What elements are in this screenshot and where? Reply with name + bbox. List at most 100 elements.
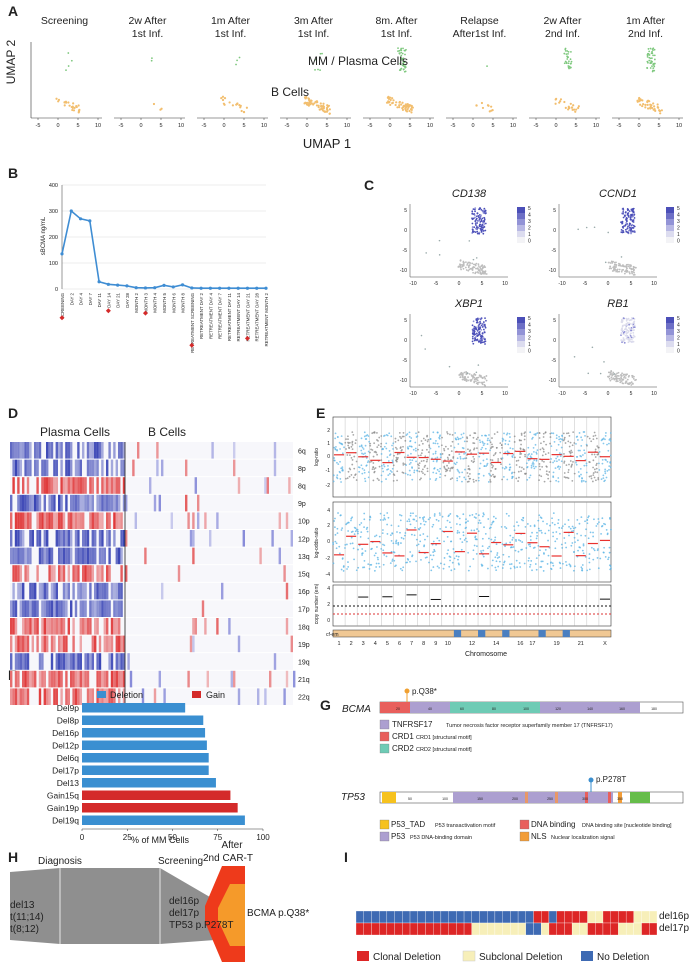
umap-tick-label: -5: [119, 123, 124, 129]
logodds-point: [368, 518, 371, 521]
logratio-point: [547, 474, 549, 476]
b-cell-point: [328, 112, 331, 115]
heatmap-plasma-cell: [60, 618, 63, 635]
logratio-point: [417, 454, 420, 457]
heatmap-plasma-cell: [31, 494, 34, 512]
feature-outlier-point: [468, 240, 471, 242]
logratio-point: [418, 464, 420, 467]
sbcma-point-8: [134, 286, 138, 290]
logratio-point: [604, 434, 607, 437]
feature-plasma-point: [475, 327, 477, 330]
feature-plasma-point: [480, 328, 483, 331]
logratio-point: [360, 449, 363, 452]
logodds-point: [389, 562, 392, 565]
fish-base-clone: [10, 868, 215, 944]
feature-b-point: [611, 378, 613, 381]
logodds-point: [481, 537, 484, 540]
feature-legend-label: 3: [677, 219, 680, 225]
logratio-point: [377, 444, 380, 447]
logodds-point: [373, 569, 376, 572]
feature-plasma-point: [620, 231, 623, 234]
b-cell-point: [77, 111, 80, 114]
feature-plasma-point: [482, 209, 485, 212]
b-cell-point: [404, 106, 407, 110]
heatmap-plasma-cell: [67, 618, 70, 635]
logratio-point: [501, 457, 504, 459]
heatmap-plasma-cell: [106, 512, 109, 529]
logratio-point: [396, 479, 398, 482]
logodds-point: [347, 530, 350, 532]
logodds-point: [578, 522, 581, 525]
feature-plasma-point: [471, 340, 474, 343]
logodds-point: [431, 558, 433, 561]
logratio-point: [518, 466, 521, 468]
logratio-point: [567, 471, 570, 474]
logodds-point: [582, 543, 585, 545]
heatmap-arm-label-8q: 8q: [298, 484, 306, 491]
heatmap-plasma-cell: [113, 688, 116, 705]
heatmap-b-cell: [237, 477, 241, 494]
heatmap-plasma-cell: [43, 670, 46, 688]
feature-plasma-point: [620, 329, 623, 331]
heatmap-plasma-cell: [70, 530, 73, 547]
logratio-point: [334, 437, 337, 440]
logodds-point: [367, 537, 370, 540]
heatmap-b-cell: [192, 530, 195, 547]
logratio-point: [360, 464, 363, 467]
heatmap-plasma-cell: [62, 653, 66, 670]
logodds-point: [409, 551, 412, 553]
heatmap-plasma-cell: [65, 442, 68, 459]
logodds-point: [504, 525, 506, 528]
feature-plasma-point: [473, 329, 476, 332]
logratio-point: [501, 446, 503, 449]
logratio-point: [541, 447, 544, 450]
logratio-point: [414, 441, 417, 444]
heatmap-plasma-cell: [101, 494, 104, 512]
logratio-point: [364, 477, 366, 480]
logodds-point: [334, 517, 336, 520]
logodds-point: [375, 566, 378, 568]
logratio-point: [552, 471, 555, 474]
logodds-point: [582, 544, 585, 547]
logodds-point: [382, 529, 384, 531]
logodds-point: [447, 515, 450, 518]
heatmap-plasma-cell: [108, 565, 111, 582]
logratio-point: [555, 449, 558, 451]
logratio-point: [417, 448, 419, 451]
feature-legend-block: [666, 323, 674, 329]
logratio-point: [558, 468, 561, 470]
chrom-label-14: 14: [493, 641, 499, 647]
logodds-point: [439, 527, 442, 530]
logratio-point: [488, 434, 490, 436]
b-cell-point: [223, 103, 226, 106]
feature-plasma-point: [472, 333, 475, 336]
timepoint-subtitle-1: 1st Inf.: [132, 28, 164, 40]
logratio-point: [433, 467, 436, 470]
sbcma-point-9: [143, 286, 148, 290]
logodds-point: [431, 525, 434, 528]
heatmap-b-cell: [278, 547, 281, 565]
plasma-cell-point: [486, 65, 488, 67]
feature-plasma-point: [632, 227, 635, 229]
logodds-point: [475, 553, 478, 555]
logodds-point: [479, 522, 482, 524]
logodds-point: [558, 561, 561, 564]
heatmap-b-cell: [201, 600, 205, 617]
logratio-point: [504, 451, 507, 454]
feature-plasma-point: [622, 340, 625, 343]
heatmap-plasma-cell: [67, 653, 70, 670]
logratio-point: [407, 447, 409, 450]
feature-legend-block: [517, 341, 525, 347]
logratio-point: [583, 431, 586, 433]
logratio-point: [332, 474, 335, 477]
feature-b-point: [615, 264, 618, 266]
heatmap-plasma-cell: [50, 442, 54, 459]
plasma-cell-point: [403, 61, 406, 64]
feature-b-point: [628, 271, 631, 274]
heatmap-plasma-cell: [17, 477, 20, 494]
legend-p53tad-key: P53_TAD: [391, 820, 425, 829]
sbcma-ytick-label: 200: [49, 235, 58, 241]
feature-plasma-point: [481, 335, 484, 338]
heatmap-plasma-cell: [74, 600, 78, 617]
feature-b-point: [471, 375, 474, 378]
